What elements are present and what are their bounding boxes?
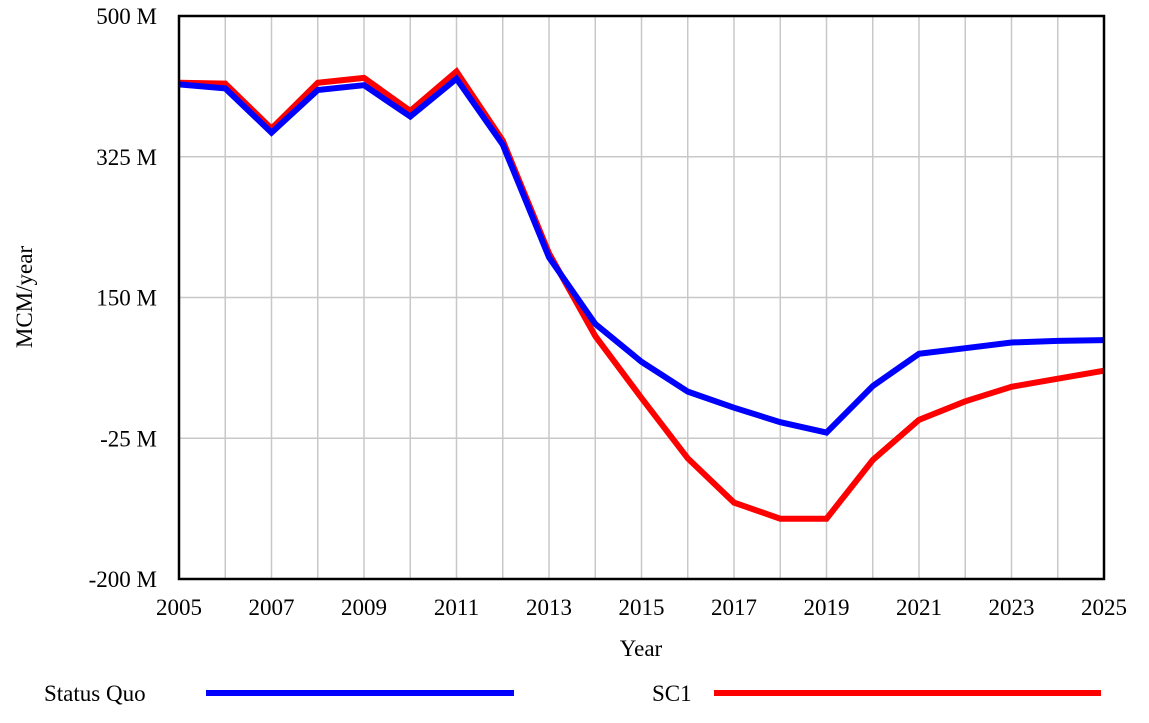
y-tick-label: 500 M (96, 4, 157, 29)
y-axis-title: MCM/year (12, 246, 37, 349)
x-tick-label: 2017 (711, 595, 757, 620)
x-tick-label: 2023 (989, 595, 1035, 620)
legend: Status Quo SC1 (44, 681, 1101, 706)
legend-label: Status Quo (44, 681, 146, 706)
x-tick-label: 2013 (526, 595, 572, 620)
x-tick-label: 2007 (249, 595, 295, 620)
legend-label: SC1 (652, 681, 692, 706)
series-line-status-quo (178, 74, 1105, 436)
x-tick-label: 2025 (1081, 595, 1127, 620)
x-tick-labels: 2005 2007 2009 2011 2013 2015 2017 2019 2021 2023… (156, 595, 1127, 620)
x-tick-label: 2005 (156, 595, 202, 620)
y-tick-labels: 500 M 325 M 150 M -25 M -200 M (89, 4, 157, 592)
y-tick-label: 325 M (96, 145, 157, 170)
x-tick-label: 2015 (619, 595, 665, 620)
y-tick-label: -200 M (89, 567, 157, 592)
y-tick-label: -25 M (100, 426, 157, 451)
series-line-sc1 (178, 67, 1105, 522)
x-tick-label: 2019 (804, 595, 850, 620)
y-tick-label: 150 M (96, 286, 157, 311)
x-tick-label: 2021 (896, 595, 942, 620)
plot-frame (177, 14, 1106, 581)
x-tick-label: 2009 (341, 595, 387, 620)
x-tick-label: 2011 (434, 595, 479, 620)
x-axis-title: Year (620, 636, 663, 661)
series-layer (178, 67, 1105, 522)
grid-layer (179, 16, 1104, 579)
